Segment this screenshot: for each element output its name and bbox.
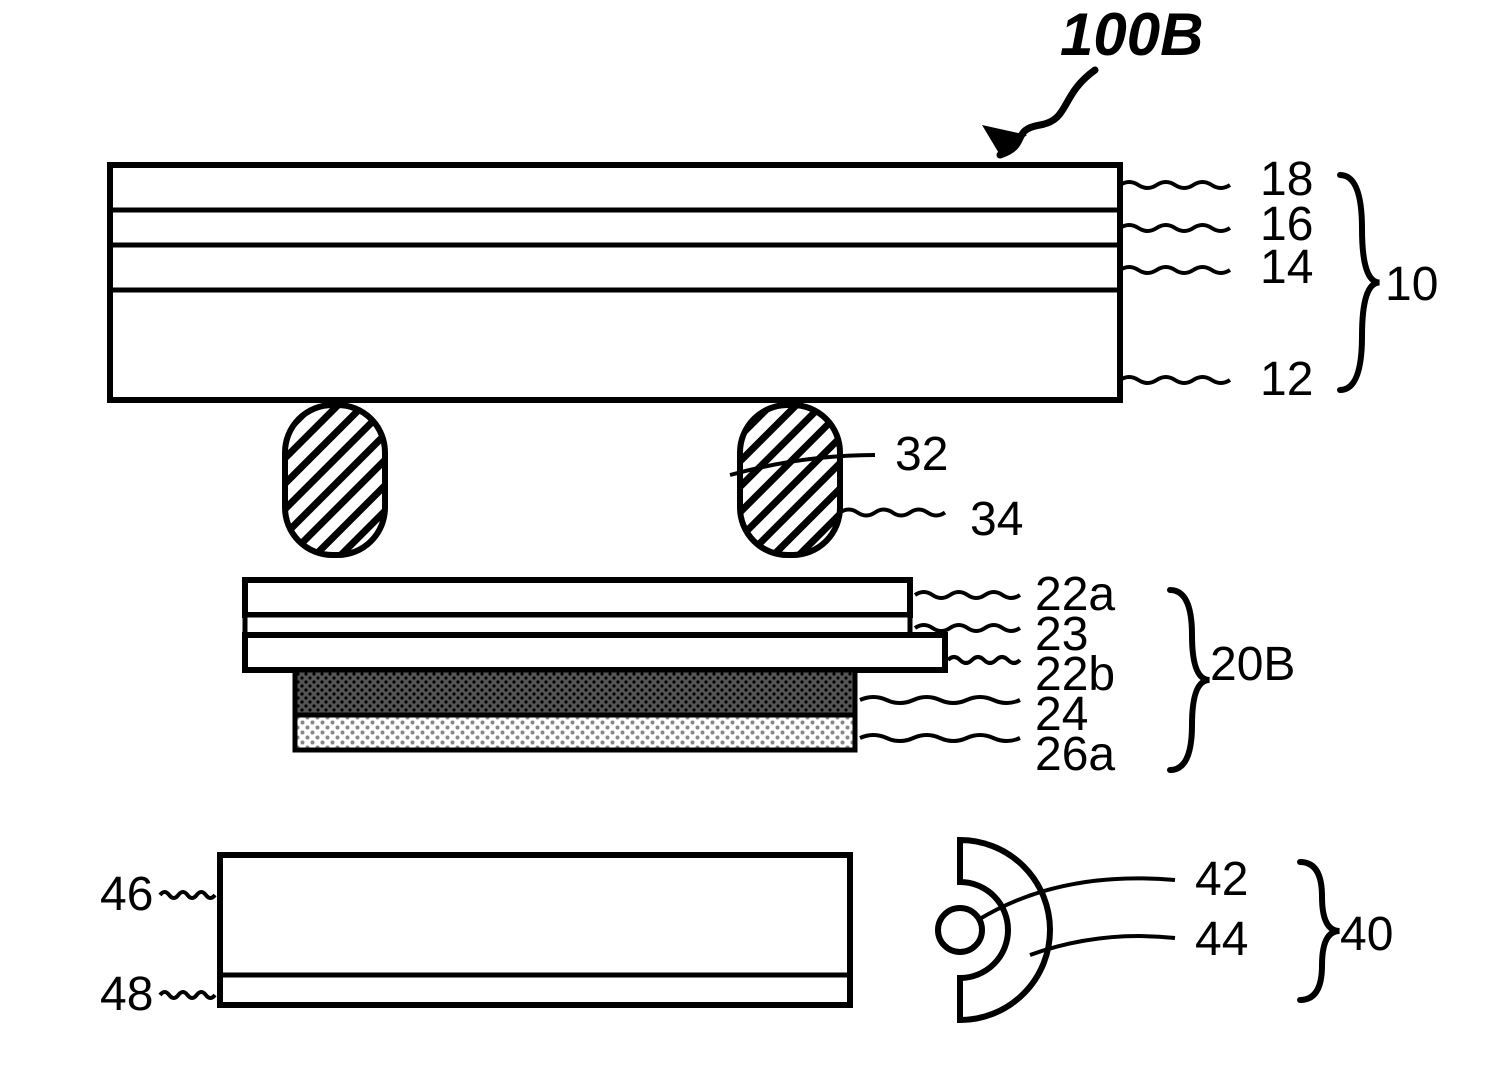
label-32: 32 (895, 428, 948, 481)
label-44: 44 (1195, 913, 1248, 966)
layer-22a (245, 580, 910, 615)
label-42: 42 (1195, 853, 1248, 906)
title-label: 100B (1060, 1, 1203, 68)
group40-label: 40 (1340, 908, 1393, 961)
label-14: 14 (1260, 241, 1313, 294)
label-46: 46 (100, 868, 153, 921)
label-34: 34 (970, 493, 1023, 546)
layer-22b (245, 635, 945, 670)
group40-rect (220, 855, 850, 1005)
lamp-42 (938, 908, 982, 952)
label-26a: 26a (1035, 728, 1115, 781)
group20-label: 20B (1210, 638, 1295, 691)
label-48: 48 (100, 968, 153, 1021)
bump (285, 405, 385, 555)
layer-26a (295, 715, 855, 750)
label-12: 12 (1260, 353, 1313, 406)
group10-label: 10 (1385, 258, 1438, 311)
layer-24 (295, 670, 855, 715)
group10-rect (110, 165, 1120, 400)
bump (740, 405, 840, 555)
title-arrow-head (982, 125, 1027, 155)
